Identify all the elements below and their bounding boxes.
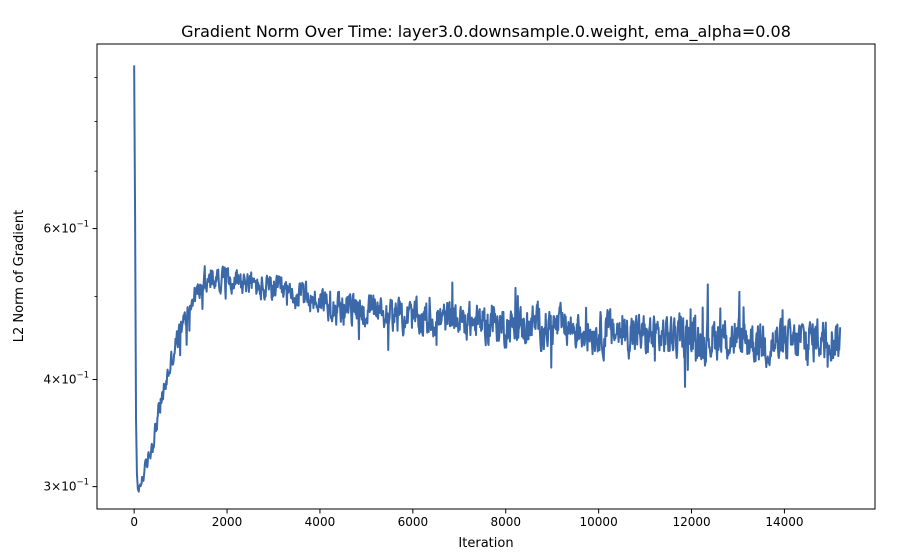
y-tick-exponent: −1: [76, 478, 89, 488]
y-axis-label: L2 Norm of Gradient: [12, 210, 27, 342]
plot-area: [133, 65, 842, 493]
y-axis-ticks: 3×10−14×10−16×10−1: [44, 77, 97, 494]
y-tick-label: 3×10−1: [44, 478, 90, 494]
series-line: [133, 65, 842, 493]
y-tick-label: 4×10−1: [44, 371, 90, 387]
chart-title: Gradient Norm Over Time: layer3.0.downsa…: [181, 22, 791, 42]
y-tick-label: 6×10−1: [44, 220, 90, 236]
y-tick-mantissa: 3×10: [44, 480, 77, 494]
x-axis-ticks: 0 2000 4000 6000 8000 10000 12000 14000: [130, 509, 804, 529]
x-tick-label: 10000: [580, 515, 618, 529]
y-tick-exponent: −1: [76, 371, 89, 381]
x-tick-label: 0: [130, 515, 138, 529]
x-tick-label: 12000: [672, 515, 710, 529]
y-tick-mantissa: 6×10: [44, 222, 77, 236]
y-tick-exponent: −1: [76, 220, 89, 230]
x-axis-label: Iteration: [458, 536, 513, 551]
x-tick-label: 8000: [490, 515, 521, 529]
x-tick-label: 4000: [305, 515, 336, 529]
x-tick-label: 6000: [398, 515, 429, 529]
y-tick-mantissa: 4×10: [44, 373, 77, 387]
x-tick-label: 14000: [765, 515, 803, 529]
x-tick-label: 2000: [212, 515, 243, 529]
plot-frame: [96, 43, 876, 510]
